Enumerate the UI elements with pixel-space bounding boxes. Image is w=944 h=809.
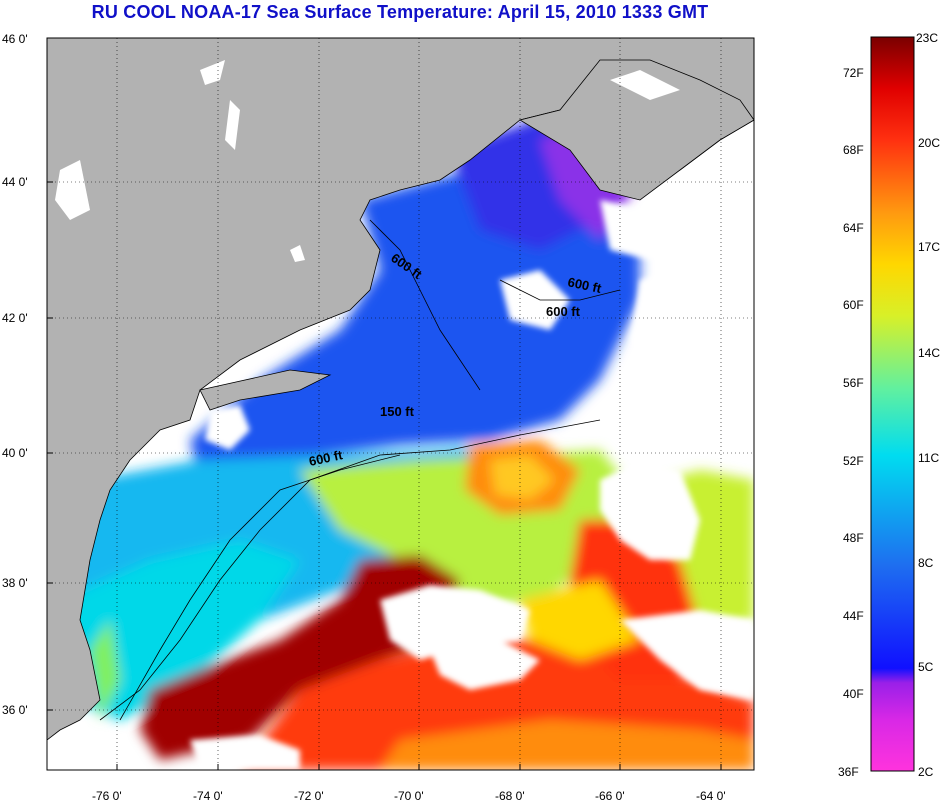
lon-label: -70 0' [394,789,424,803]
land [47,38,754,741]
c-label: 14C [918,346,940,360]
contour-label-600ft: 600 ft [308,447,345,469]
lon-label: -76 0' [92,789,122,803]
colorbar-celsius-labels: 23C 20C 17C 14C 11C 8C 5C 2C [916,31,940,779]
lat-label: 42 0' [2,311,28,325]
nova-scotia [518,59,754,201]
lat-label: 38 0' [2,576,28,590]
f-label: 56F [843,376,864,390]
f-label: 72F [843,66,864,80]
contour-label-600ft: 600 ft [566,274,603,296]
f-label: 36F [838,765,859,779]
c-label: 5C [918,660,934,674]
land-features [55,60,680,262]
longitude-labels: -76 0' -74 0' -72 0' -70 0' -68 0' -66 0… [92,789,726,803]
f-label: 40F [843,687,864,701]
f-label: 48F [843,531,864,545]
c-label: 2C [918,765,934,779]
lat-label: 40 0' [2,446,28,460]
lon-label: -68 0' [495,789,525,803]
colorbar-fahrenheit-labels: 72F 68F 64F 60F 56F 52F 48F 44F 40F 36F [838,66,864,779]
map-title: RU COOL NOAA-17 Sea Surface Temperature:… [91,2,709,22]
map-frame [46,37,755,771]
c-label: 20C [918,136,940,150]
f-label: 68F [843,143,864,157]
f-label: 64F [843,221,864,235]
lon-label: -64 0' [696,789,726,803]
lat-label: 36 0' [2,703,28,717]
f-label: 52F [843,454,864,468]
lon-label: -66 0' [595,789,625,803]
f-label: 44F [843,609,864,623]
c-label: 11C [918,451,939,465]
cloud-cover [190,200,754,770]
lon-label: -72 0' [294,789,324,803]
c-label: 23C [916,31,938,45]
f-label: 60F [843,298,864,312]
lon-label: -74 0' [193,789,223,803]
contour-600ft-gulf-maine [369,219,481,391]
latitude-labels: 46 0' 44 0' 42 0' 40 0' 38 0' 36 0' [2,32,28,717]
contour-label-150ft: 150 ft [380,404,415,419]
lat-label: 46 0' [2,32,28,46]
colorbar-scale [870,36,915,772]
contour-label-600ft: 600 ft [546,304,581,319]
c-label: 17C [918,240,940,254]
lat-label: 44 0' [2,175,28,189]
axis-ticks [47,181,722,770]
contour-150ft [119,454,401,721]
c-label: 8C [918,556,934,570]
long-island [199,369,332,411]
contour-600ft-shelf-break [99,419,601,721]
